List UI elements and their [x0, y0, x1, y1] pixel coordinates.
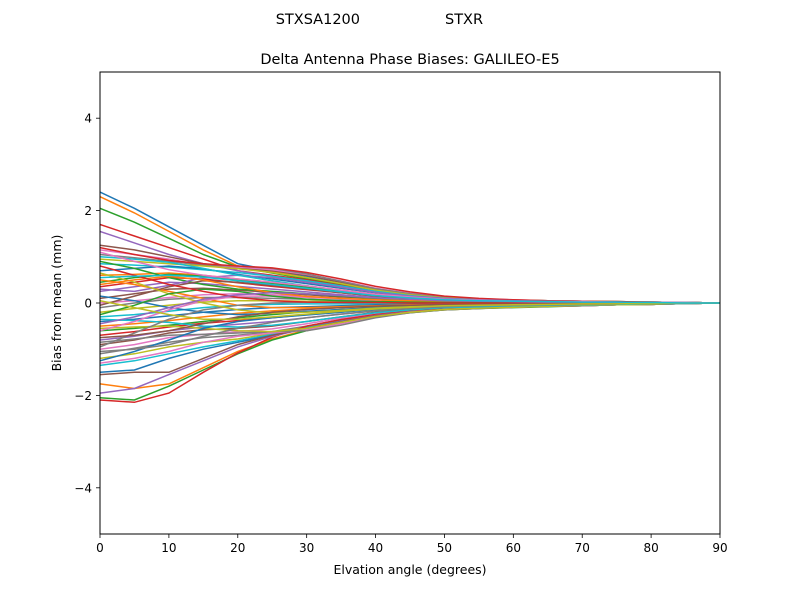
x-tick-label: 70	[575, 541, 590, 555]
x-tick-label: 20	[230, 541, 245, 555]
y-tick-label: 2	[84, 204, 92, 218]
x-axis-label: Elvation angle (degrees)	[333, 562, 486, 577]
series-lines	[100, 191, 720, 404]
x-tick-label: 10	[161, 541, 176, 555]
x-tick-label: 80	[643, 541, 658, 555]
figure-suptitle-left: STXSA1200	[276, 12, 360, 28]
figure-suptitle-right: STXR	[445, 12, 483, 28]
y-axis: −4 −2 0 2 4	[74, 112, 100, 495]
x-tick-label: 50	[437, 541, 452, 555]
series-line-60	[100, 274, 720, 304]
y-tick-label: 0	[84, 297, 92, 311]
x-tick-label: 90	[712, 541, 727, 555]
x-tick-label: 40	[368, 541, 383, 555]
x-tick-label: 0	[96, 541, 104, 555]
x-tick-label: 30	[299, 541, 314, 555]
y-tick-label: 4	[84, 112, 92, 126]
y-tick-label: −4	[74, 481, 92, 495]
y-axis-label: Bias from mean (mm)	[49, 235, 64, 372]
chart-title: Delta Antenna Phase Biases: GALILEO-E5	[260, 52, 559, 68]
series-line-59	[100, 299, 720, 320]
y-tick-label: −2	[74, 389, 92, 403]
x-tick-label: 60	[506, 541, 521, 555]
x-axis: 0 10 20 30 40 50 60 70 80 90	[96, 534, 728, 555]
